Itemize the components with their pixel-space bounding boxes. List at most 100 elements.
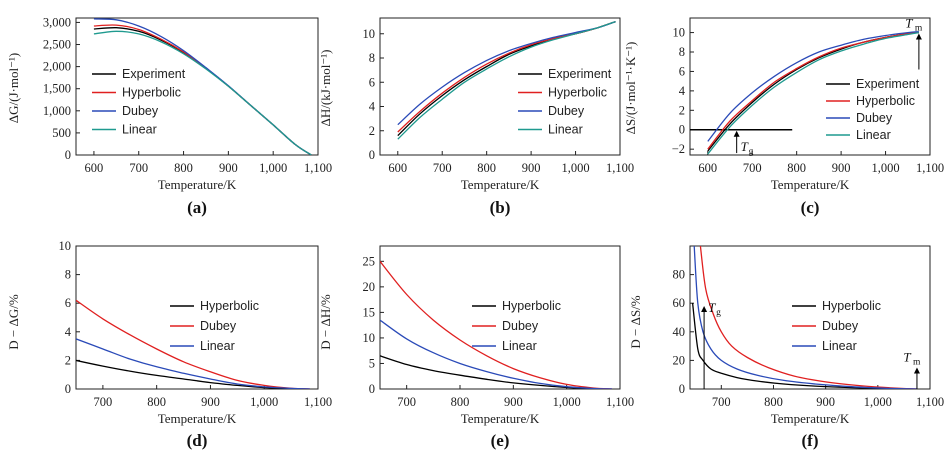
- y-tick-label: 0: [679, 123, 685, 137]
- series-line-dubey: [76, 299, 310, 389]
- legend-label: Dubey: [502, 319, 539, 333]
- x-axis-label: Temperature/K: [771, 177, 850, 192]
- chart-deviation-h: 700 800 900 1,000 1,100 0 5 10 15 20 25 Temperature…: [318, 245, 634, 450]
- plot-frame: [689, 17, 931, 156]
- series-line-dubey: [707, 30, 919, 142]
- y-tick-label: −2: [672, 142, 685, 156]
- y-tick-label: 5: [369, 356, 375, 370]
- series-line-linear: [93, 30, 312, 155]
- y-tick-label: 20: [363, 280, 376, 294]
- x-axis-label: Temperature/K: [771, 411, 850, 426]
- legend-label: Dubey: [548, 104, 585, 118]
- x-tick-label: 800: [764, 395, 783, 409]
- y-tick-label: 3,000: [43, 15, 71, 29]
- plot-frame: [379, 245, 621, 390]
- y-tick-label: 0: [65, 382, 71, 396]
- legend-label: Linear: [856, 128, 891, 142]
- series-group: [76, 299, 310, 389]
- y-tick-label: 10: [59, 239, 72, 253]
- y-tick-label: 6: [65, 296, 71, 310]
- y-tick-label: 1,500: [43, 82, 71, 96]
- x-tick-label: 1,000: [250, 395, 278, 409]
- x-tick-label: 800: [477, 161, 496, 175]
- x-tick-label: 800: [174, 161, 193, 175]
- annotation-arrowhead: [913, 367, 920, 374]
- series-line-hyperbolic: [707, 31, 919, 150]
- legend-label: Linear: [822, 339, 857, 353]
- legend-label: Hyperbolic: [200, 299, 259, 313]
- x-tick-label: 700: [712, 395, 731, 409]
- x-tick-label: 800: [147, 395, 166, 409]
- series-group: [380, 260, 613, 389]
- y-tick-label: 2,000: [43, 60, 71, 74]
- x-tick-label: 1,100: [916, 395, 944, 409]
- y-axis-label: D − ΔH/%: [318, 294, 333, 350]
- series-group: [707, 30, 920, 155]
- legend-label: Linear: [548, 123, 583, 137]
- legend-label: Hyperbolic: [856, 94, 915, 108]
- annotation-label: T: [741, 139, 749, 154]
- y-tick-label: 2: [679, 103, 685, 117]
- legend-label: Hyperbolic: [122, 86, 181, 100]
- y-tick-label: 2: [65, 353, 71, 367]
- series-line-hyperbolic: [691, 303, 918, 389]
- chart-delta-g: 600 700 800 900 1,000 1,100 0 500 1,000 1,500 2,00…: [6, 15, 332, 217]
- plot-frame: [75, 245, 319, 390]
- chart-delta-h: 600 700 800 900 1,000 1,100 0 2 4 6 8 10 Temperature…: [318, 17, 634, 217]
- y-tick-label: 500: [52, 126, 71, 140]
- legend-label: Linear: [200, 339, 235, 353]
- x-tick-label: 900: [504, 395, 523, 409]
- panel-label: (f): [802, 431, 819, 450]
- y-tick-label: 8: [65, 268, 71, 282]
- series-line-linear: [693, 246, 918, 389]
- annotation-arrowhead: [733, 130, 740, 137]
- annotation-label: T: [905, 16, 913, 31]
- y-tick-label: 60: [673, 296, 686, 310]
- y-axis-label: ΔH/(kJ·mol⁻¹): [318, 50, 333, 127]
- y-axis-label: D − ΔS/%: [628, 295, 643, 348]
- plot-frame: [689, 245, 931, 390]
- x-tick-label: 900: [201, 395, 220, 409]
- legend-label: Linear: [502, 339, 537, 353]
- series-line-dubey: [380, 260, 613, 389]
- x-tick-label: 700: [129, 161, 148, 175]
- x-tick-label: 1,100: [606, 395, 634, 409]
- y-tick-label: 10: [673, 26, 686, 40]
- y-tick-label: 0: [369, 382, 375, 396]
- x-tick-label: 900: [219, 161, 238, 175]
- x-tick-label: 1,000: [864, 395, 892, 409]
- x-tick-label: 1,000: [259, 161, 287, 175]
- x-axis-label: Temperature/K: [461, 411, 540, 426]
- x-tick-label: 1,100: [916, 161, 944, 175]
- series-line-dubey: [397, 20, 616, 126]
- y-tick-label: 10: [363, 27, 376, 41]
- x-tick-label: 700: [397, 395, 416, 409]
- x-tick-label: 800: [451, 395, 470, 409]
- x-tick-label: 600: [388, 161, 407, 175]
- x-tick-label: 700: [743, 161, 762, 175]
- plot-frame: [379, 17, 621, 156]
- legend-label: Linear: [122, 123, 157, 137]
- x-axis-label: Temperature/K: [158, 177, 237, 192]
- x-axis-label: Temperature/K: [461, 177, 540, 192]
- y-tick-label: 20: [673, 353, 686, 367]
- y-tick-label: 40: [673, 325, 686, 339]
- x-tick-label: 600: [698, 161, 717, 175]
- panel-label: (d): [187, 431, 208, 450]
- annotation-subscript: m: [913, 358, 921, 368]
- y-tick-label: 8: [679, 45, 685, 59]
- y-tick-label: 4: [369, 100, 376, 114]
- chart-deviation-g: 700 800 900 1,000 1,100 0 2 4 6 8 10 Temperature/K D…: [6, 239, 332, 450]
- y-tick-label: 2,500: [43, 38, 71, 52]
- annotation-arrowhead: [915, 33, 922, 40]
- x-axis-label: Temperature/K: [158, 411, 237, 426]
- y-tick-label: 80: [673, 268, 686, 282]
- y-tick-label: 1,000: [43, 104, 71, 118]
- legend-label: Dubey: [822, 319, 859, 333]
- y-tick-label: 6: [679, 64, 685, 78]
- x-tick-label: 700: [94, 395, 113, 409]
- plot-frame: [75, 17, 319, 156]
- x-tick-label: 1,000: [871, 161, 899, 175]
- panel-label: (b): [490, 198, 511, 217]
